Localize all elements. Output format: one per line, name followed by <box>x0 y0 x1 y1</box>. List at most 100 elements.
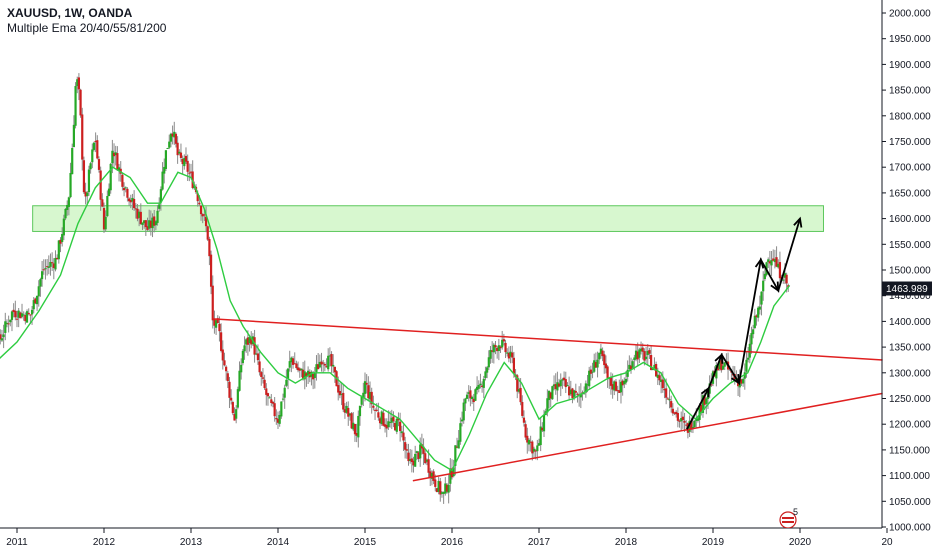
candle <box>629 357 633 374</box>
candle <box>481 381 484 393</box>
x-tick-label: 2019 <box>702 537 725 548</box>
candle <box>541 422 544 433</box>
candle <box>348 412 352 421</box>
candle <box>537 438 541 446</box>
candle <box>173 121 176 145</box>
candle <box>723 362 726 371</box>
candle <box>318 354 321 369</box>
candle <box>402 424 405 451</box>
y-tick-label: 1700.000 <box>889 163 931 174</box>
candle <box>397 412 400 427</box>
symbol-title: XAUUSD, 1W, OANDA <box>7 6 133 20</box>
candle <box>701 392 705 418</box>
candle <box>151 213 154 238</box>
candle <box>203 209 206 221</box>
candle <box>280 401 283 419</box>
candle <box>501 330 504 350</box>
events-badge-icon[interactable]: 5 <box>778 508 798 528</box>
candle <box>134 203 137 219</box>
supply-zone[interactable] <box>32 205 824 232</box>
candle <box>94 132 97 153</box>
candle <box>469 386 472 407</box>
descending-trendline[interactable] <box>212 318 883 361</box>
candle <box>138 209 141 227</box>
y-tick-label: 1950.000 <box>889 34 931 45</box>
x-tick-label: 2017 <box>528 537 551 548</box>
candle <box>178 149 181 156</box>
candle <box>437 476 440 495</box>
candle <box>122 182 126 197</box>
candle <box>255 345 258 356</box>
candle <box>444 477 447 496</box>
candle <box>96 135 99 160</box>
x-tick-label: 2013 <box>180 537 203 548</box>
candle <box>340 383 343 406</box>
candle <box>497 338 500 361</box>
candle <box>141 222 144 231</box>
candle <box>589 365 592 381</box>
candle <box>758 295 761 315</box>
candle <box>442 491 445 504</box>
candle <box>288 350 291 372</box>
candle <box>97 156 101 173</box>
candle <box>772 249 775 262</box>
candle <box>522 410 526 427</box>
candle <box>131 193 134 210</box>
candle <box>693 419 696 429</box>
candle <box>20 303 24 319</box>
candle <box>338 382 342 399</box>
candle <box>531 440 534 461</box>
candle <box>660 372 663 394</box>
candle <box>409 448 412 464</box>
candle <box>658 371 661 386</box>
candle <box>527 438 531 452</box>
candle <box>330 351 333 373</box>
candle <box>399 412 402 442</box>
candle <box>320 352 323 372</box>
candle <box>42 259 45 275</box>
candle <box>775 246 778 268</box>
candle <box>268 395 271 399</box>
candle <box>454 445 457 476</box>
candle <box>636 342 639 367</box>
candle <box>0 329 2 345</box>
candle <box>109 162 112 194</box>
candle <box>149 210 152 236</box>
candle <box>283 384 286 409</box>
candle <box>484 366 487 381</box>
candle <box>378 416 382 430</box>
candle <box>81 107 84 171</box>
candle <box>547 390 551 409</box>
candle <box>4 312 7 341</box>
candle <box>136 204 139 222</box>
candle <box>117 163 121 182</box>
candle <box>357 410 360 448</box>
candle <box>683 412 686 432</box>
candle <box>676 407 679 428</box>
candle <box>86 191 89 205</box>
ascending-trendline[interactable] <box>412 392 883 482</box>
candle <box>106 190 109 218</box>
candle <box>51 252 54 272</box>
candle <box>460 411 464 427</box>
candle <box>168 134 171 150</box>
candle <box>742 377 745 387</box>
candle <box>594 352 597 368</box>
candle <box>179 143 183 162</box>
candle <box>368 381 372 409</box>
candle <box>79 88 82 118</box>
candle <box>305 371 308 387</box>
candle <box>226 370 229 389</box>
candle <box>434 474 437 492</box>
candle <box>390 409 393 430</box>
indicator-label[interactable]: Multiple Ema 20/40/55/81/200 <box>7 21 167 35</box>
arrow-head <box>731 374 741 385</box>
candle <box>39 277 42 297</box>
candle <box>158 197 161 212</box>
candle <box>144 219 147 236</box>
candle <box>315 355 318 381</box>
candle <box>298 367 301 378</box>
candle <box>367 376 370 402</box>
candle <box>76 76 79 94</box>
